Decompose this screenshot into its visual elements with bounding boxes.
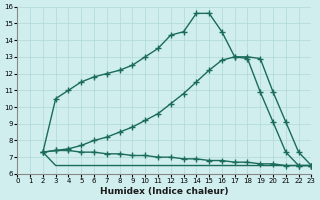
X-axis label: Humidex (Indice chaleur): Humidex (Indice chaleur) <box>100 187 228 196</box>
